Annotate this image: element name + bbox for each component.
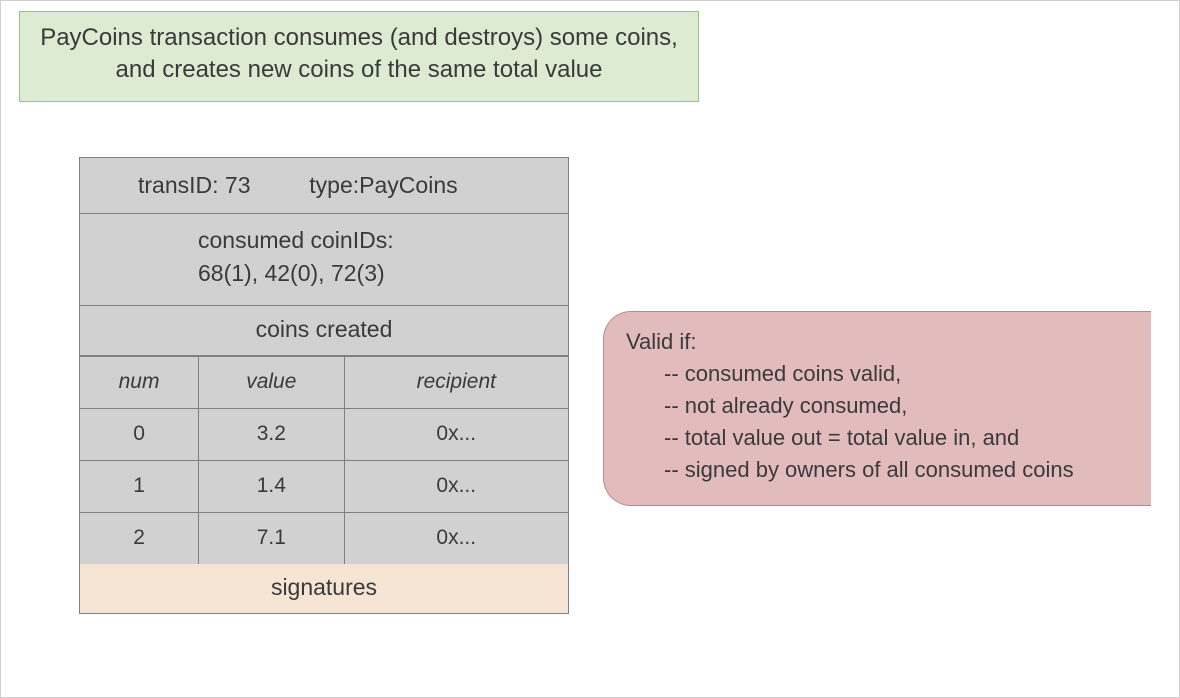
cell-recipient: 0x... [344, 460, 568, 512]
signatures-label: signatures [271, 574, 377, 600]
consumed-coins-cell: consumed coinIDs: 68(1), 42(0), 72(3) [80, 214, 568, 306]
coins-created-label: coins created [256, 316, 393, 342]
col-num: num [80, 356, 199, 408]
validity-rule: -- not already consumed, [626, 390, 1135, 422]
cell-recipient: 0x... [344, 512, 568, 564]
coins-table: num value recipient 0 3.2 0x... 1 1.4 0x… [80, 356, 568, 565]
transid-label: transID: [138, 172, 219, 198]
cell-recipient: 0x... [344, 408, 568, 460]
transaction-header: transID: 73 type:PayCoins [80, 158, 568, 214]
transid-value: 73 [225, 172, 251, 198]
type-value: PayCoins [359, 172, 457, 198]
banner-line-1: PayCoins transaction consumes (and destr… [40, 24, 678, 51]
validity-rule: -- consumed coins valid, [626, 358, 1135, 390]
table-header-row: num value recipient [80, 356, 568, 408]
consumed-label: consumed coinIDs: [198, 227, 394, 253]
consumed-list: 68(1), 42(0), 72(3) [198, 260, 385, 286]
signatures-cell: signatures [80, 564, 568, 613]
cell-value: 7.1 [199, 512, 344, 564]
type-label: type: [309, 172, 359, 198]
col-recipient: recipient [344, 356, 568, 408]
validity-rule: -- signed by owners of all consumed coin… [626, 454, 1135, 486]
banner-line-2: and creates new coins of the same total … [116, 56, 603, 83]
validity-rule: -- total value out = total value in, and [626, 422, 1135, 454]
col-value: value [199, 356, 344, 408]
table-row: 0 3.2 0x... [80, 408, 568, 460]
cell-num: 0 [80, 408, 199, 460]
cell-value: 3.2 [199, 408, 344, 460]
cell-num: 1 [80, 460, 199, 512]
coins-created-header: coins created [80, 306, 568, 356]
transaction-box: transID: 73 type:PayCoins consumed coinI… [79, 157, 569, 614]
table-row: 2 7.1 0x... [80, 512, 568, 564]
cell-num: 2 [80, 512, 199, 564]
cell-value: 1.4 [199, 460, 344, 512]
description-banner: PayCoins transaction consumes (and destr… [19, 11, 699, 102]
validity-box: Valid if: -- consumed coins valid, -- no… [603, 311, 1151, 506]
table-row: 1 1.4 0x... [80, 460, 568, 512]
validity-title: Valid if: [626, 326, 1135, 358]
